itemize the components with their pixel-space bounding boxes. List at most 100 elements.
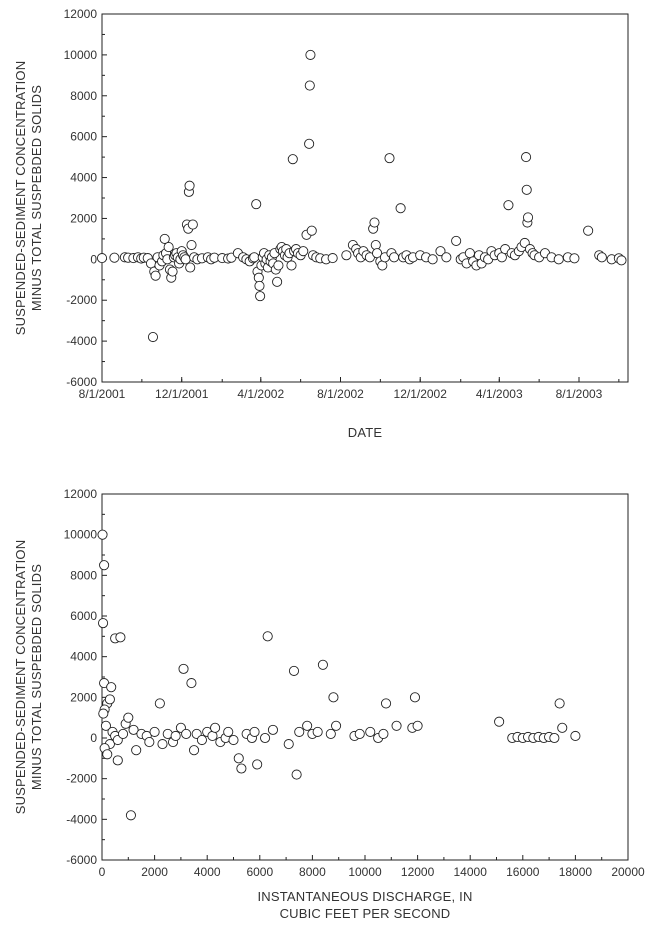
data-point xyxy=(106,682,117,693)
x-tick-label: 2000 xyxy=(141,865,168,879)
data-point xyxy=(100,720,111,731)
data-point xyxy=(273,260,284,271)
x-tick-label: 8/1/2001 xyxy=(79,387,126,401)
y-tick-label: 6000 xyxy=(70,130,97,144)
y-tick-label: -4000 xyxy=(66,334,97,348)
y-axis-title-line-2: MINUS TOTAL SUSPEBDED SOLIDS xyxy=(29,564,44,790)
y-tick-labels: -6000 -4000 -2000 0 2000 4000 6000 8000 10000 120… xyxy=(64,7,98,389)
data-point xyxy=(157,739,168,750)
data-point xyxy=(178,663,189,674)
data-point xyxy=(109,252,120,263)
data-point xyxy=(104,694,115,705)
data-point xyxy=(115,632,126,643)
x-tick-label: 20000 xyxy=(611,865,645,879)
data-point xyxy=(233,753,244,764)
data-point xyxy=(553,254,564,265)
y-tick-label: 4000 xyxy=(70,171,97,185)
x-tick-label: 18000 xyxy=(559,865,593,879)
data-point xyxy=(228,734,239,746)
data-point xyxy=(149,726,160,737)
data-point xyxy=(252,759,263,770)
data-point xyxy=(569,253,580,264)
y-tick-label: 2000 xyxy=(70,211,97,225)
plot-frame xyxy=(101,493,629,861)
x-tick-label: 12/1/2001 xyxy=(155,387,209,401)
data-point xyxy=(181,728,192,739)
data-point xyxy=(128,724,139,735)
y-tick-label: -4000 xyxy=(66,812,97,826)
y-tick-label: -2000 xyxy=(66,293,97,307)
x-tick-label: 4/1/2003 xyxy=(476,387,523,401)
data-point xyxy=(302,720,313,731)
x-tick-label: 6000 xyxy=(246,865,273,879)
y-tick-label: 10000 xyxy=(64,48,98,62)
data-point xyxy=(267,724,279,735)
x-tick-label: 8/1/2002 xyxy=(317,387,364,401)
data-point xyxy=(317,659,328,670)
data-point xyxy=(288,665,300,676)
data-point xyxy=(150,270,161,281)
x-axis-title: DATE xyxy=(348,425,383,440)
data-point xyxy=(147,331,159,343)
data-point xyxy=(272,276,283,287)
data-point xyxy=(503,200,514,211)
data-point xyxy=(154,698,165,709)
x-tick-labels: 0 2000 4000 6000 8000 10000 12000 14000 16000 180… xyxy=(99,865,645,879)
data-point xyxy=(210,722,221,733)
x-tick-label: 8000 xyxy=(299,865,326,879)
x-tick-label: 4000 xyxy=(194,865,221,879)
data-point xyxy=(325,728,336,739)
data-point xyxy=(291,769,302,780)
y-tick-label: 0 xyxy=(90,731,97,745)
data-point xyxy=(494,716,505,727)
x-axis-title-line-1: INSTANTANEOUS DISCHARGE, IN xyxy=(257,889,472,904)
data-point xyxy=(260,732,271,744)
data-point xyxy=(112,755,123,766)
y-tick-label: 2000 xyxy=(70,690,97,704)
data-point xyxy=(102,749,113,760)
data-point xyxy=(196,734,207,746)
data-point xyxy=(384,153,395,164)
data-point xyxy=(354,728,365,739)
data-point xyxy=(159,233,170,244)
data-point xyxy=(378,728,389,739)
data-point xyxy=(305,49,316,60)
data-point xyxy=(249,252,260,263)
data-point xyxy=(412,720,423,731)
data-point xyxy=(304,138,315,149)
x-tick-label: 12/1/2002 xyxy=(394,387,448,401)
data-point xyxy=(254,280,265,291)
data-point xyxy=(521,184,532,195)
data-point xyxy=(186,239,197,251)
data-point xyxy=(380,698,392,709)
tick-marks xyxy=(101,493,629,861)
data-point xyxy=(249,726,260,737)
tick-marks xyxy=(101,13,620,383)
data-point xyxy=(287,154,298,165)
data-point xyxy=(283,739,294,750)
data-point xyxy=(522,212,534,223)
y-tick-label: 0 xyxy=(90,252,97,266)
data-point xyxy=(236,763,247,774)
data-point xyxy=(96,253,108,264)
data-point xyxy=(570,730,581,742)
chart-concentration-vs-discharge: -6000 -4000 -2000 0 2000 4000 6000 8000 10000 120… xyxy=(13,487,645,921)
x-tick-label: 8/1/2003 xyxy=(556,387,603,401)
data-point xyxy=(185,262,196,273)
chart-concentration-vs-date: -6000 -4000 -2000 0 2000 4000 6000 8000 10000 120… xyxy=(13,7,629,440)
y-tick-label: 12000 xyxy=(64,7,98,21)
data-point xyxy=(170,730,181,742)
data-point xyxy=(427,254,438,265)
data-point xyxy=(365,726,376,737)
data-point xyxy=(99,560,110,571)
data-point xyxy=(304,80,315,91)
data-point xyxy=(557,722,568,733)
x-tick-labels: 8/1/2001 12/1/2001 4/1/2002 8/1/2002 12/1/20… xyxy=(79,387,603,401)
data-point xyxy=(251,199,262,210)
data-point xyxy=(549,732,560,744)
data-point xyxy=(163,242,174,253)
data-point xyxy=(188,745,200,756)
data-point xyxy=(123,712,134,723)
data-point xyxy=(125,810,136,821)
